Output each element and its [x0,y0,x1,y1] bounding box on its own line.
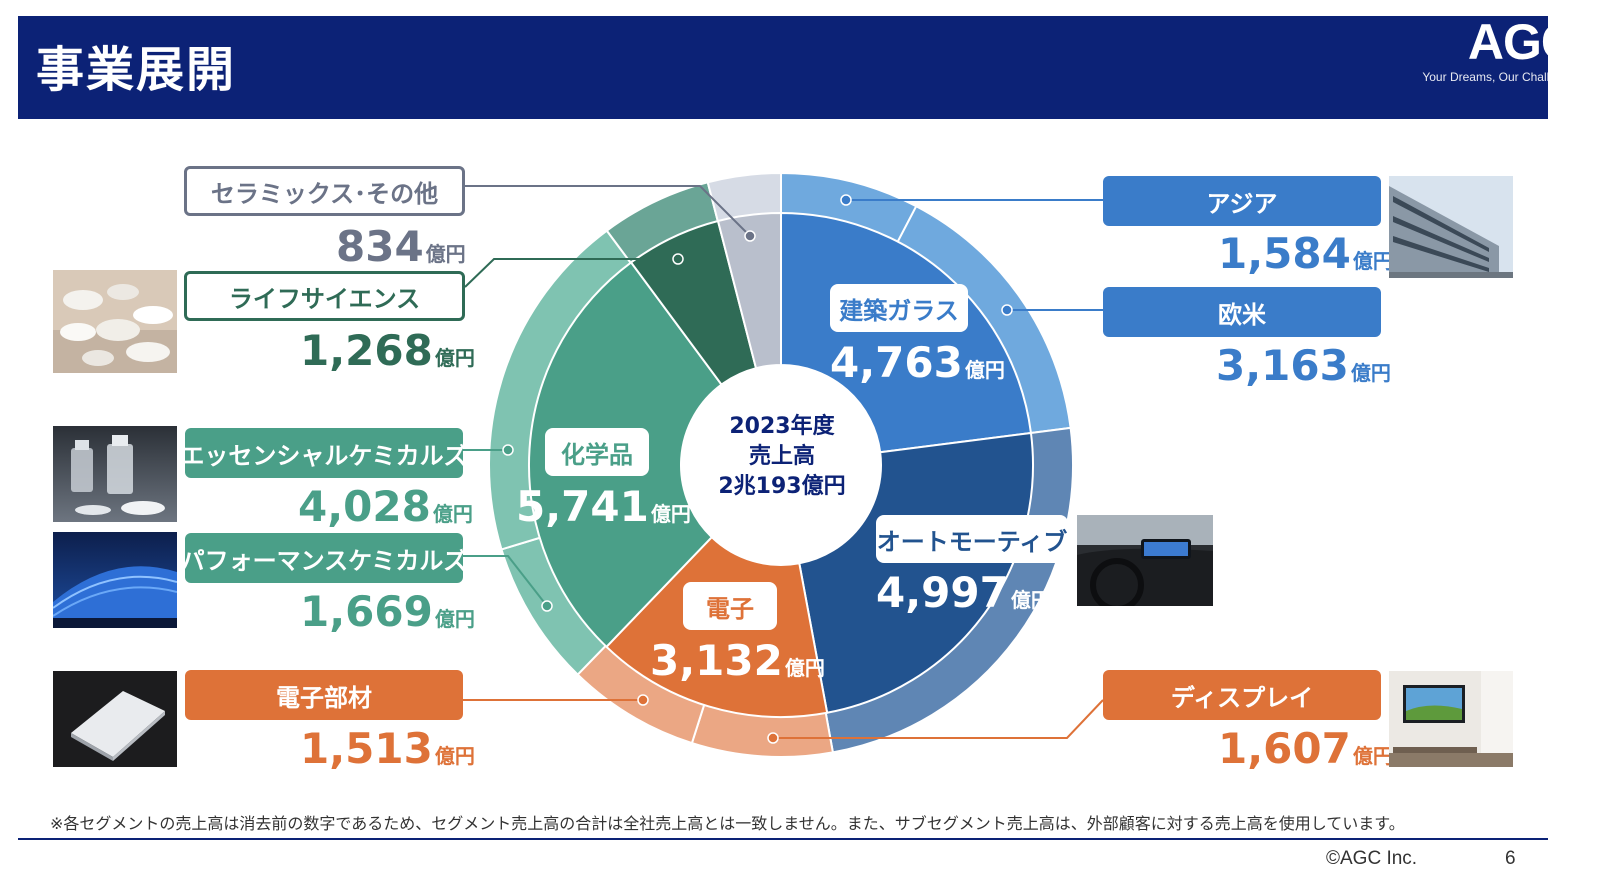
stadium-image [53,532,177,628]
subsegment-value-display: 1,607 億円 [1218,728,1393,770]
segment-label-electronics: 電子 [683,582,777,630]
segment-label-chemicals: 化学品 [545,428,649,476]
photo-tv [1389,671,1513,767]
chemicals-value: 5,741 [516,482,649,531]
leader-dot-essential-chem [502,444,514,456]
essential-chem-value: 4,028 [298,482,431,531]
photo-building [1389,176,1513,278]
logo-text: AGC [1467,14,1577,70]
tablets-image [53,270,177,373]
car-dashboard-image [1077,515,1213,606]
chart-center-hole [681,365,881,565]
performance-chem-value: 1,669 [300,587,433,636]
unit-label: 億円 [425,242,466,266]
subsegment-label-life-science: ライフサイエンス [184,271,465,321]
photo-wafer [53,671,177,767]
leader-dot-performance-chem [541,600,553,612]
leader-lines [463,185,1104,744]
asia-value: 1,584 [1218,229,1351,278]
unit-label: 億円 [1350,361,1391,385]
leader-dot-electronic-materials [637,694,649,706]
automotive-value: 4,997 [876,568,1009,617]
television-image [1389,671,1513,767]
segment-value-glass: 4,763 億円 [830,342,1005,384]
unit-label: 億円 [1352,744,1393,768]
subsegment-value-ceramics: 834 億円 [336,226,466,268]
leader-line-performance-chem [463,555,548,607]
leader-dot-life-science [672,253,684,265]
photo-car-interior [1077,515,1213,606]
photo-arena [53,532,177,628]
unit-label: 億円 [784,656,825,680]
ceramics-value: 834 [336,222,424,271]
subsegment-label-display: ディスプレイ [1103,670,1381,720]
subsegment-value-life-science: 1,268 億円 [300,330,475,372]
subsegment-value-europe-america: 3,163 億円 [1216,345,1391,387]
subsegment-value-performance-chemicals: 1,669 億円 [300,591,475,633]
life-science-value: 1,268 [300,326,433,375]
footnote: ※各セグメントの売上高は消去前の数字であるため、セグメント売上高の合計は全社売上… [50,814,1405,833]
logo-tagline: Your Dreams, Our Challenge [1422,70,1576,84]
subsegment-label-europe-america: 欧米 [1103,287,1381,337]
electronics-value: 3,132 [650,636,783,685]
subsegment-label-electronic-materials: 電子部材 [185,670,463,720]
unit-label: 億円 [650,502,691,526]
unit-label: 億円 [1352,249,1393,273]
photo-chemicals [53,426,177,522]
leader-dot-europe-america [1001,304,1013,316]
unit-label: 億円 [964,358,1005,382]
page-number: 6 [1505,848,1516,869]
leader-dot-display [767,732,779,744]
sales-caption: 売上高 [748,444,815,469]
unit-label: 億円 [432,502,473,526]
segment-value-electronics: 3,132 億円 [650,640,825,682]
copyright: ©AGC Inc. [1326,848,1418,869]
europe-america-value: 3,163 [1216,341,1349,390]
display-value: 1,607 [1218,724,1351,773]
unit-label: 億円 [434,744,475,768]
leader-line-display [773,699,1104,739]
subsegment-label-ceramics: セラミックス･その他 [184,166,465,216]
segment-value-chemicals: 5,741 億円 [516,486,691,528]
segment-label-automotive: オートモーティブ [876,515,1068,563]
electronic-materials-value: 1,513 [300,724,433,773]
leader-line-life-science [464,258,678,288]
page-title: 事業展開 [36,42,237,98]
segment-value-automotive: 4,997 億円 [876,572,1051,614]
subsegment-label-performance-chemicals: パフォーマンスケミカルズ [181,533,467,583]
building-image [1389,176,1513,278]
subsegment-value-asia: 1,584 億円 [1218,233,1393,275]
chemical-bottles-image [53,426,177,522]
header-bar [18,16,1548,119]
subsegment-value-electronic-materials: 1,513 億円 [300,728,475,770]
fiscal-year: 2023年度 [729,414,835,439]
unit-label: 億円 [434,346,475,370]
subsegment-label-asia: アジア [1103,176,1381,226]
leader-dot-asia [840,194,852,206]
subsegment-value-essential-chemicals: 4,028 億円 [298,486,473,528]
leader-line-ceramics [465,185,751,237]
glass-substrate-image [53,671,177,767]
total-sales-value: 2兆193億円 [718,474,846,499]
unit-label: 億円 [1010,588,1051,612]
leader-dot-ceramics [744,230,756,242]
agc-logo: AGC Your Dreams, Our Challenge [1422,14,1577,84]
segment-label-glass: 建築ガラス [830,284,968,332]
subsegment-label-essential-chemicals: エッセンシャルケミカルズ [180,428,468,478]
footer-divider [18,838,1548,840]
unit-label: 億円 [434,607,475,631]
photo-tablets [53,270,177,373]
total-sales-label: 2023年度 売上高 2兆193億円 [682,412,882,502]
glass-value: 4,763 [830,338,963,387]
